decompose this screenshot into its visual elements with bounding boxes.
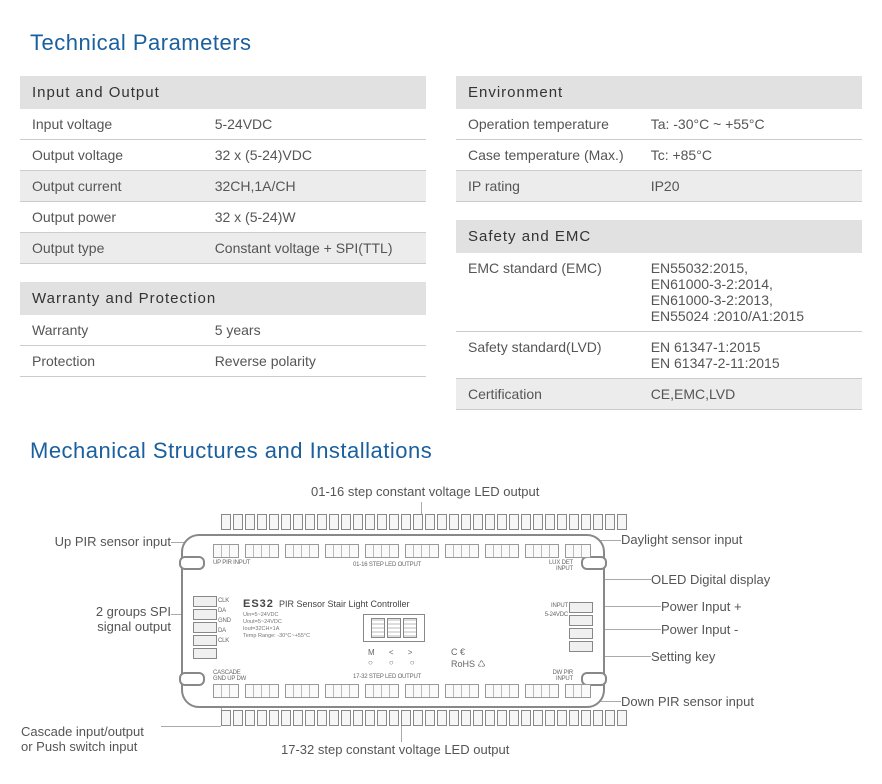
- top-terminal-blocks: [213, 544, 591, 558]
- right-column: Environment Operation temperatureTa: -30…: [456, 76, 862, 428]
- callout-cascade: Cascade input/output or Push switch inpu…: [21, 724, 144, 754]
- oled-display: [363, 614, 425, 642]
- bottom-external-terminals: [221, 710, 627, 726]
- io-header: Input and Output: [20, 76, 426, 109]
- callout-up-pir: Up PIR sensor input: [21, 534, 171, 549]
- label-up-pir: UP PIR INPUT: [213, 560, 250, 566]
- input-output-table: Input and Output Input voltage5-24VDC Ou…: [20, 76, 426, 264]
- cell-key: Output power: [20, 202, 203, 233]
- cell-val: IP20: [639, 171, 862, 202]
- cell-val: Tc: +85°C: [639, 140, 862, 171]
- tiny-specs: Uin=5~24VDC Uout=5~24VDC Iout=32CH×1A Te…: [243, 612, 310, 640]
- cell-key: Protection: [20, 346, 203, 377]
- lead-line: [161, 726, 221, 727]
- cell-key: Output voltage: [20, 140, 203, 171]
- left-column: Input and Output Input voltage5-24VDC Ou…: [20, 76, 426, 395]
- warranty-header: Warranty and Protection: [20, 282, 426, 315]
- label-cascade: CASCADE GND UP DW: [213, 670, 246, 682]
- mount-hole: [581, 556, 607, 570]
- cell-key: Warranty: [20, 315, 203, 346]
- mount-hole: [179, 556, 205, 570]
- cell-key: Input voltage: [20, 109, 203, 140]
- cell-val: 32 x (5-24)W: [203, 202, 426, 233]
- cell-key: EMC standard (EMC): [456, 253, 639, 332]
- cell-val: EN 61347-1:2015 EN 61347-2-11:2015: [639, 332, 862, 379]
- cell-val: CE,EMC,LVD: [639, 379, 862, 410]
- callout-bottom-output: 17-32 step constant voltage LED output: [281, 742, 509, 757]
- button-labels: M < >: [368, 648, 418, 657]
- env-header: Environment: [456, 76, 862, 109]
- label-dw-pir: DW PIR INPUT: [553, 670, 573, 682]
- cell-key: IP rating: [456, 171, 639, 202]
- cell-key: Output current: [20, 171, 203, 202]
- product-model: ES32: [243, 598, 274, 610]
- tables-container: Input and Output Input voltage5-24VDC Ou…: [20, 76, 862, 428]
- environment-table: Environment Operation temperatureTa: -30…: [456, 76, 862, 202]
- cell-val: 32 x (5-24)VDC: [203, 140, 426, 171]
- callout-oled: OLED Digital display: [651, 572, 770, 587]
- cell-key: Operation temperature: [456, 109, 639, 140]
- warranty-table: Warranty and Protection Warranty5 years …: [20, 282, 426, 377]
- cell-val: Reverse polarity: [203, 346, 426, 377]
- safety-table: Safety and EMC EMC standard (EMC)EN55032…: [456, 220, 862, 410]
- callout-top-output: 01-16 step constant voltage LED output: [311, 484, 539, 499]
- cell-key: Certification: [456, 379, 639, 410]
- cell-val: 5-24VDC: [203, 109, 426, 140]
- callout-power-minus: Power Input -: [661, 622, 738, 637]
- label-top-strip: 01-16 STEP LED OUTPUT: [353, 562, 421, 568]
- callout-daylight: Daylight sensor input: [621, 532, 742, 547]
- label-lux: LUX DET INPUT: [549, 560, 573, 572]
- product-title: ES32 PIR Sensor Stair Light Controller: [243, 598, 410, 610]
- bottom-terminal-blocks: [213, 684, 591, 698]
- power-terminals: [569, 602, 593, 652]
- spi-terminals: [193, 596, 217, 659]
- label-bot-strip: 17-32 STEP LED OUTPUT: [353, 674, 421, 680]
- label-spi-pins: CLK DA GND DA CLK: [218, 596, 231, 646]
- lead-line: [596, 629, 661, 630]
- mount-hole: [179, 672, 205, 686]
- product-subtitle: PIR Sensor Stair Light Controller: [279, 599, 410, 609]
- cell-key: Safety standard(LVD): [456, 332, 639, 379]
- technical-parameters-heading: Technical Parameters: [30, 30, 862, 56]
- cell-val: 5 years: [203, 315, 426, 346]
- cell-val: Ta: -30°C ~ +55°C: [639, 109, 862, 140]
- safety-header: Safety and EMC: [456, 220, 862, 253]
- setting-buttons: ○○○: [368, 658, 415, 667]
- device-body: UP PIR INPUT 01-16 STEP LED OUTPUT LUX D…: [181, 534, 605, 708]
- cell-key: Case temperature (Max.): [456, 140, 639, 171]
- cell-val: EN55032:2015, EN61000-3-2:2014, EN61000-…: [639, 253, 862, 332]
- label-power-pins: INPUT 5-24VDC: [545, 602, 568, 620]
- device-diagram: 01-16 step constant voltage LED output U…: [21, 484, 861, 764]
- top-external-terminals: [221, 514, 627, 530]
- callout-spi: 2 groups SPI signal output: [21, 604, 171, 634]
- lead-line: [596, 606, 661, 607]
- callout-setting-key: Setting key: [651, 649, 715, 664]
- mechanical-heading: Mechanical Structures and Installations: [30, 438, 862, 464]
- cell-val: 32CH,1A/CH: [203, 171, 426, 202]
- callout-power-plus: Power Input +: [661, 599, 742, 614]
- cell-val: Constant voltage + SPI(TTL): [203, 233, 426, 264]
- certification-marks: C € RoHS ♺: [451, 646, 486, 670]
- callout-down-pir: Down PIR sensor input: [621, 694, 754, 709]
- cell-key: Output type: [20, 233, 203, 264]
